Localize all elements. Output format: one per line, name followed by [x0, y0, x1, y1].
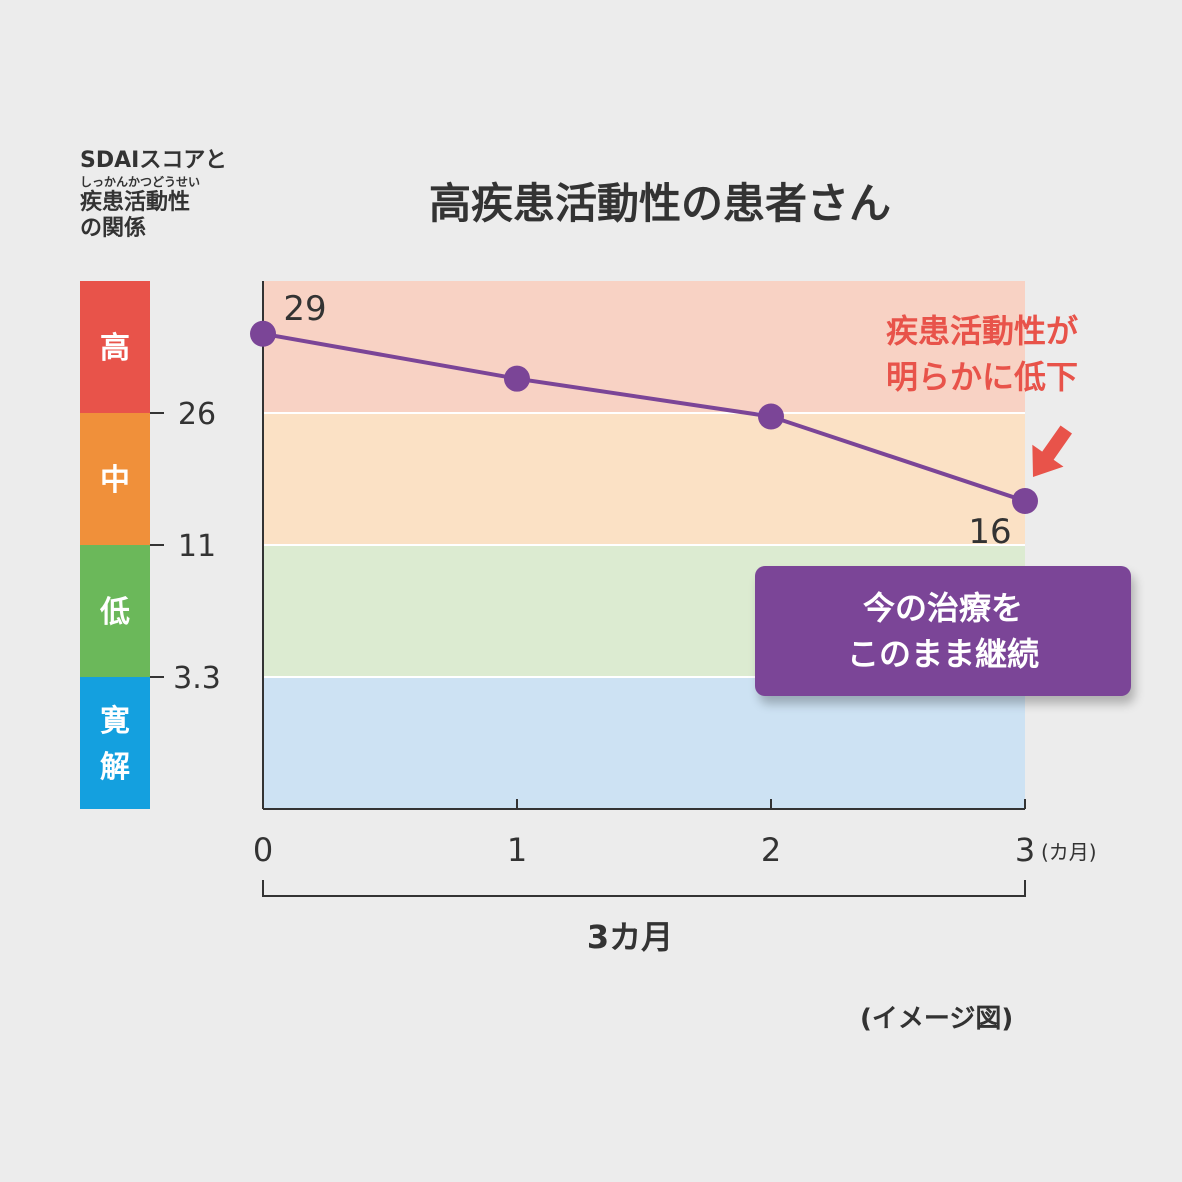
side-title-line1: SDAIスコアと	[80, 148, 227, 173]
side-title-line3: の関係	[80, 215, 147, 241]
callout-line1: 今の治療を	[862, 588, 1023, 627]
x-tick-label: 3	[1015, 831, 1035, 869]
annotation-line2: 明らかに低下	[885, 358, 1078, 397]
y-tick-label: 11	[178, 529, 216, 564]
duration-bracket	[262, 880, 1026, 897]
band-label-char: 低	[99, 595, 130, 630]
band-label-char: 高	[100, 331, 130, 366]
data-label: 16	[968, 512, 1011, 552]
band-label-char: 解	[100, 750, 130, 785]
side-title-line2: 疾患活動性	[80, 189, 191, 215]
side-title-ruby: しっかんかつどうせい	[80, 175, 201, 190]
band-label-char: 寛	[100, 704, 130, 739]
band-bg-1	[263, 413, 1025, 545]
data-point	[758, 403, 784, 430]
x-tick-label: 2	[761, 831, 781, 869]
callout-box: 今の治療を このまま継続	[755, 566, 1131, 696]
data-point	[1012, 488, 1038, 514]
x-unit-label: (カ月)	[1041, 840, 1097, 864]
annotation-line1: 疾患活動性が	[885, 312, 1078, 350]
data-label: 29	[283, 289, 326, 329]
x-tick-label: 1	[507, 831, 527, 869]
data-point	[250, 320, 276, 347]
annotation-arrow-shape	[1032, 425, 1073, 477]
y-tick-label: 3.3	[173, 661, 221, 696]
image-note: (イメージ図)	[860, 1004, 1014, 1034]
chart-title: 高疾患活動性の患者さん	[428, 179, 891, 228]
band-label-3: 寛解	[100, 704, 130, 785]
x-tick-label: 0	[253, 831, 273, 869]
band-scale-0	[80, 281, 150, 413]
data-point	[504, 365, 530, 392]
series-line	[262, 331, 1026, 503]
band-label-2: 低	[99, 595, 130, 630]
side-title: SDAIスコアと しっかんかつどうせい 疾患活動性 の関係	[80, 148, 280, 242]
band-bg-0	[263, 281, 1025, 413]
y-tick-label: 26	[178, 397, 216, 432]
annotation-arrow	[1032, 425, 1073, 477]
band-scale-2	[80, 545, 150, 677]
band-label-char: 中	[100, 463, 130, 498]
band-label-1: 中	[100, 463, 130, 498]
band-scale-1	[80, 413, 150, 545]
callout-line2: このまま継続	[846, 635, 1039, 673]
band-label-0: 高	[100, 331, 130, 366]
band-scale-3	[80, 677, 150, 809]
annotation-text: 疾患活動性が 明らかに低下	[832, 308, 1132, 401]
band-bg-3	[263, 677, 1025, 809]
duration-label: 3カ月	[586, 918, 674, 956]
